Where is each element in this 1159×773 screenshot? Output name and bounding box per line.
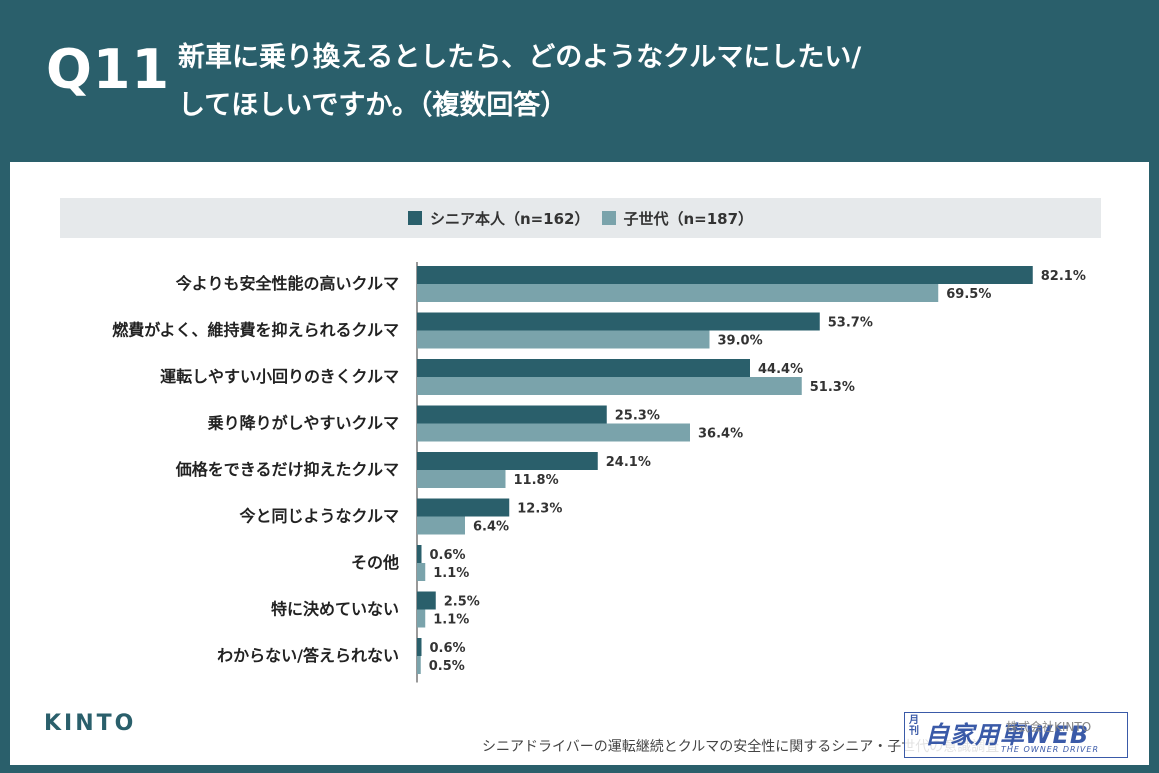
bar-child — [417, 423, 690, 442]
category-label: 運転しやすい小回りのきくクルマ — [160, 367, 399, 386]
data-label-child: 39.0% — [718, 334, 763, 349]
bar-child — [417, 377, 802, 395]
category-label: 特に決めていない — [271, 600, 399, 619]
bar-senior — [417, 498, 510, 517]
bar-senior — [417, 359, 750, 377]
bar-senior — [417, 591, 436, 610]
chart-panel: シニア本人（n=162） 子世代（n=187） 今よりも安全性能の高いクルマ 82… — [10, 162, 1149, 765]
category-label: 今と同じようなクルマ — [238, 507, 399, 526]
bar-child — [417, 563, 426, 581]
bar-senior — [417, 638, 422, 656]
data-label-senior: 25.3% — [615, 409, 660, 424]
legend-swatch-senior — [407, 211, 422, 225]
legend-label-senior: シニア本人（n=162） — [429, 209, 590, 228]
data-label-child: 1.1% — [433, 613, 469, 628]
data-label-senior: 44.4% — [758, 362, 803, 377]
question-title-line1: 新車に乗り換えるとしたら、どのようなクルマにしたい/ — [178, 42, 862, 73]
question-title: 新車に乗り換えるとしたら、どのようなクルマにしたい/ してほしいですか。（複数回… — [178, 34, 1078, 130]
source-note: シニアドライバーの運転継続とクルマの安全性に関するシニア・子世代の意識調査 — [482, 739, 1000, 755]
data-label-child: 6.4% — [473, 520, 509, 535]
bar-child — [417, 656, 421, 674]
data-label-senior: 24.1% — [606, 455, 651, 470]
data-label-senior: 12.3% — [517, 502, 562, 517]
data-label-senior: 53.7% — [828, 316, 873, 331]
bar-child — [417, 284, 939, 302]
kinto-logo: KINTO — [44, 711, 137, 736]
watermark-main: 自家用車WEB — [925, 721, 1090, 749]
watermark-english: THE OWNER DRIVER — [1001, 745, 1100, 754]
legend-item-child: 子世代（n=187） — [601, 208, 754, 229]
data-label-child: 36.4% — [698, 427, 743, 442]
copyright-note: 株式会社KINTO — [1006, 720, 1092, 734]
category-label: 価格をできるだけ抑えたクルマ — [175, 460, 399, 479]
question-number: Q11 — [46, 38, 171, 101]
legend-item-senior: シニア本人（n=162） — [407, 208, 590, 229]
data-label-child: 11.8% — [514, 473, 559, 488]
bar-child — [417, 470, 506, 488]
category-label: その他 — [351, 553, 399, 572]
data-label-child: 1.1% — [433, 566, 469, 581]
watermark-small: 月刊 — [909, 715, 919, 737]
data-label-senior: 82.1% — [1041, 269, 1086, 284]
data-label-child: 69.5% — [946, 287, 991, 302]
legend-label-child: 子世代（n=187） — [623, 209, 754, 228]
bar-child — [417, 516, 465, 535]
category-label: 乗り降りがしやすいクルマ — [208, 414, 399, 433]
bar-senior — [417, 266, 1033, 284]
data-label-child: 0.5% — [429, 659, 465, 674]
chart-legend: シニア本人（n=162） 子世代（n=187） — [60, 198, 1101, 238]
data-label-senior: 0.6% — [430, 641, 466, 656]
category-label: 燃費がよく、維持費を抑えられるクルマ — [112, 321, 399, 340]
bar-child — [417, 609, 426, 628]
bar-senior — [417, 312, 820, 331]
data-label-child: 51.3% — [810, 380, 855, 395]
bar-senior — [417, 452, 598, 470]
bar-senior — [417, 545, 422, 563]
watermark-logo: 月刊 自家用車WEB THE OWNER DRIVER — [904, 712, 1128, 758]
category-label: 今よりも安全性能の高いクルマ — [175, 274, 399, 293]
header-banner: Q11 新車に乗り換えるとしたら、どのようなクルマにしたい/ してほしいですか。… — [0, 0, 1159, 162]
legend-swatch-child — [601, 211, 616, 225]
bar-chart: 今よりも安全性能の高いクルマ 82.1% 69.5% 燃費がよく、維持費を抑えられるク… — [112, 262, 1086, 683]
bar-child — [417, 330, 710, 349]
data-label-senior: 0.6% — [430, 548, 466, 563]
category-label: わからない/答えられない — [217, 646, 399, 665]
question-title-line2: してほしいですか。（複数回答） — [178, 90, 568, 121]
bar-senior — [417, 405, 607, 424]
data-label-senior: 2.5% — [444, 595, 480, 610]
